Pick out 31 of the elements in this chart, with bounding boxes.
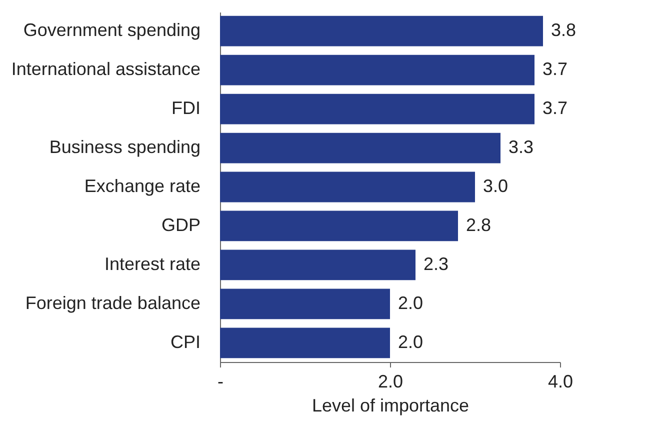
- y-tick-label: Government spending: [23, 20, 200, 40]
- data-label: 2.0: [398, 332, 424, 352]
- y-tick-label: Business spending: [49, 137, 200, 158]
- y-tick-label: CPI: [170, 332, 200, 352]
- data-label: 3.7: [542, 98, 568, 118]
- x-tick-label: 2.0: [378, 372, 404, 392]
- bar: [220, 328, 390, 358]
- y-tick-label: Foreign trade balance: [25, 292, 200, 313]
- y-tick-label: International assistance: [11, 59, 200, 80]
- data-label: 3.7: [542, 59, 568, 80]
- x-tick-label: 4.0: [548, 372, 574, 392]
- bar: [220, 54, 534, 86]
- y-tick-label: FDI: [172, 98, 200, 118]
- bar: [220, 94, 534, 124]
- y-tick-label: Interest rate: [104, 254, 200, 274]
- x-axis-title: Level of importance: [312, 396, 470, 416]
- bar: [220, 172, 475, 202]
- bar: [220, 16, 543, 46]
- data-label: 2.0: [398, 292, 424, 313]
- data-label: 3.8: [551, 20, 576, 40]
- data-label: 3.0: [483, 176, 508, 196]
- data-label: 2.8: [466, 214, 492, 235]
- data-label: 2.3: [424, 254, 449, 274]
- x-tick-label: -: [218, 372, 224, 392]
- bar: [220, 132, 500, 164]
- y-tick-label: GDP: [161, 214, 200, 235]
- bar: [220, 250, 416, 280]
- y-tick-label: Exchange rate: [84, 176, 200, 196]
- bar: [220, 288, 390, 320]
- data-label: 3.3: [508, 137, 534, 158]
- bar: [220, 210, 458, 242]
